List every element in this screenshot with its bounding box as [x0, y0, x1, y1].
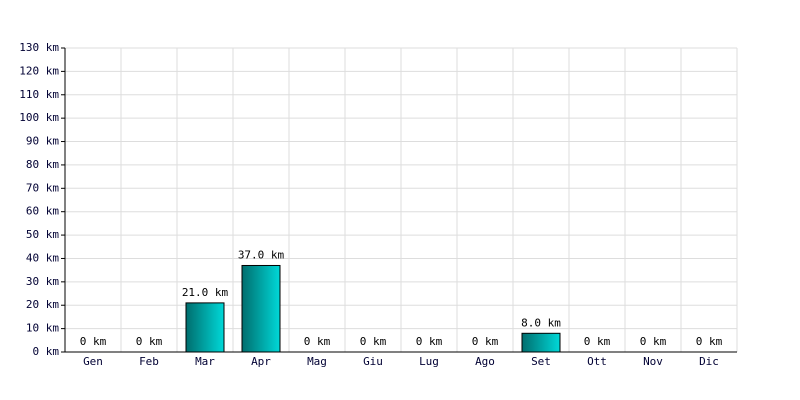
bar	[185, 302, 225, 353]
value-label: 0 km	[640, 335, 667, 348]
x-tick-label: Ott	[587, 355, 607, 368]
y-tick-label: 110 km	[19, 88, 59, 101]
value-label: 0 km	[80, 335, 107, 348]
x-tick-label: Apr	[251, 355, 271, 368]
y-tick-label: 50 km	[26, 228, 59, 241]
bar	[521, 332, 561, 353]
value-label: 21.0 km	[182, 286, 229, 299]
y-tick-label: 40 km	[26, 251, 59, 264]
y-tick-label: 100 km	[19, 111, 59, 124]
y-tick-label: 10 km	[26, 322, 59, 335]
x-tick-label: Ago	[475, 355, 495, 368]
value-label: 0 km	[304, 335, 331, 348]
x-tick-label: Mar	[195, 355, 215, 368]
y-tick-label: 130 km	[19, 41, 59, 54]
x-tick-label: Gen	[83, 355, 103, 368]
value-label: 0 km	[584, 335, 611, 348]
y-tick-label: 60 km	[26, 205, 59, 218]
value-label: 0 km	[136, 335, 163, 348]
bar	[241, 264, 281, 353]
x-tick-label: Set	[531, 355, 551, 368]
y-tick-label: 30 km	[26, 275, 59, 288]
y-tick-label: 80 km	[26, 158, 59, 171]
x-tick-label: Giu	[363, 355, 383, 368]
x-tick-label: Mag	[307, 355, 327, 368]
value-label: 0 km	[416, 335, 443, 348]
y-tick-label: 90 km	[26, 135, 59, 148]
x-tick-label: Nov	[643, 355, 663, 368]
x-tick-label: Lug	[419, 355, 439, 368]
y-tick-label: 70 km	[26, 181, 59, 194]
value-label: 8.0 km	[521, 316, 561, 329]
y-tick-label: 0 km	[33, 345, 60, 358]
value-label: 0 km	[696, 335, 723, 348]
value-label: 0 km	[472, 335, 499, 348]
value-label: 0 km	[360, 335, 387, 348]
x-tick-label: Dic	[699, 355, 719, 368]
x-tick-label: Feb	[139, 355, 159, 368]
y-tick-label: 20 km	[26, 298, 59, 311]
value-label: 37.0 km	[238, 248, 285, 261]
y-tick-label: 120 km	[19, 64, 59, 77]
